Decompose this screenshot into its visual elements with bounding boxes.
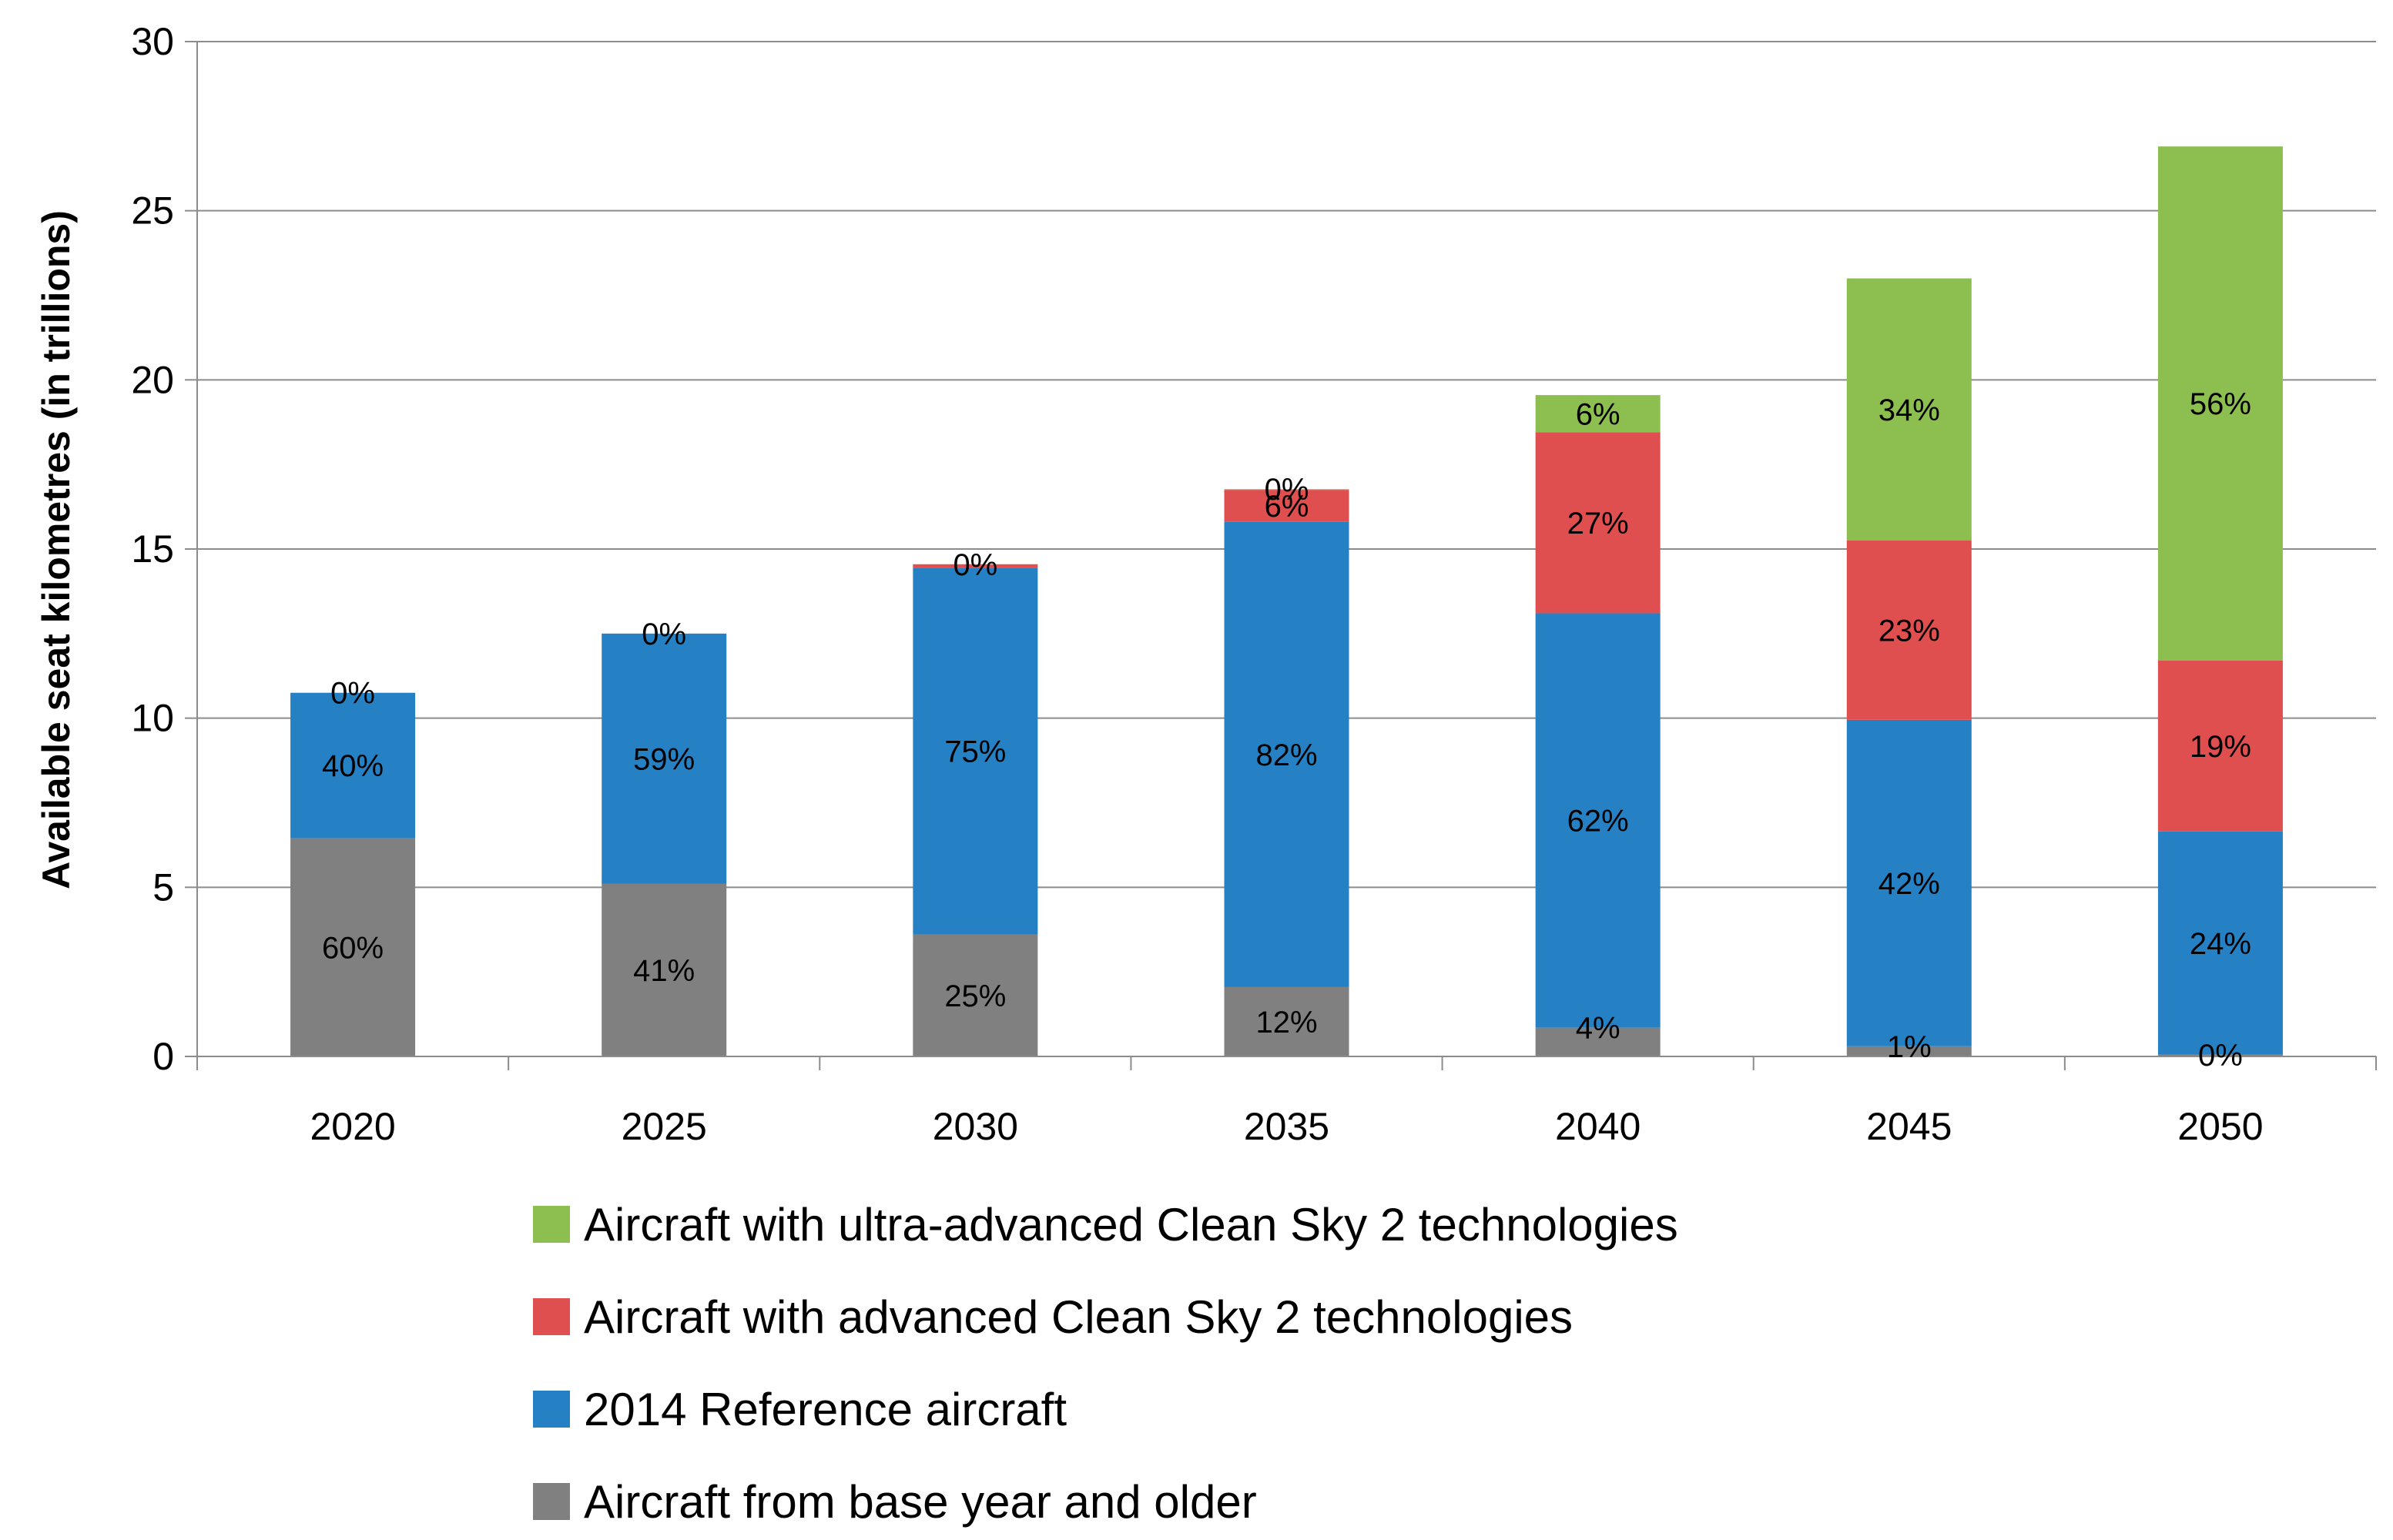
data-label: 0% — [642, 618, 686, 651]
data-label: 62% — [1567, 805, 1629, 839]
legend-swatch — [533, 1298, 570, 1335]
y-tick-label: 5 — [152, 865, 174, 909]
bar-segment — [1846, 1046, 1972, 1056]
bar-segment — [602, 883, 727, 1056]
data-label: 41% — [633, 954, 695, 988]
data-label: 23% — [1879, 614, 1940, 648]
data-label: 6% — [1576, 397, 1620, 431]
bar-segment — [290, 692, 416, 839]
bar-segment — [1224, 521, 1349, 987]
y-tick-label: 30 — [131, 20, 174, 63]
data-label: 0% — [953, 548, 997, 582]
bar-segment — [1846, 719, 1972, 1046]
legend: Aircraft with ultra-advanced Clean Sky 2… — [533, 1199, 1678, 1528]
bar-segment — [2157, 660, 2283, 832]
data-label: 75% — [944, 735, 1006, 769]
bar-segment — [1535, 395, 1661, 433]
data-label: 40% — [322, 749, 384, 783]
bar-segment — [1224, 986, 1349, 1056]
data-label: 4% — [1576, 1012, 1620, 1046]
bar-segment — [1535, 613, 1661, 1028]
bar-segment — [913, 567, 1038, 935]
legend-label: 2014 Reference aircraft — [584, 1384, 1067, 1435]
bar-segment — [1224, 489, 1349, 490]
data-label: 24% — [2190, 927, 2251, 961]
bar-segment — [913, 564, 1038, 568]
x-tick-label: 2020 — [310, 1105, 395, 1148]
legend-label: Aircraft with advanced Clean Sky 2 techn… — [584, 1291, 1573, 1343]
bar-segment — [2157, 1054, 2283, 1056]
legend-label: Aircraft from base year and older — [584, 1476, 1257, 1528]
data-label: 6% — [1265, 490, 1309, 524]
data-label: 19% — [2190, 730, 2251, 764]
bar-segment — [290, 838, 416, 1056]
data-label: 60% — [322, 931, 384, 965]
y-tick-label: 0 — [152, 1035, 174, 1078]
x-tick-label: 2050 — [2177, 1105, 2263, 1148]
data-label: 59% — [633, 742, 695, 776]
legend-swatch — [533, 1206, 570, 1243]
data-labels: 60%40%0%41%59%0%25%75%0%12%82%6%0%4%62%2… — [322, 387, 2251, 1073]
bar-segment — [1846, 541, 1972, 720]
bar-segment — [602, 633, 727, 884]
bar-segment — [1535, 1027, 1661, 1056]
x-tick-label: 2030 — [933, 1105, 1018, 1148]
bar-segment — [1535, 432, 1661, 614]
x-tick-label: 2035 — [1244, 1105, 1329, 1148]
y-tick-label: 10 — [131, 697, 174, 740]
bar-segment — [1224, 490, 1349, 522]
legend-swatch — [533, 1483, 570, 1520]
y-axis-title: Available seat kilometres (in trillions) — [35, 210, 78, 889]
bar-segment — [1846, 278, 1972, 541]
data-label: 27% — [1567, 507, 1629, 541]
y-tick-label: 20 — [131, 358, 174, 401]
bar-segment — [913, 934, 1038, 1056]
data-label: 82% — [1255, 738, 1317, 772]
data-label: 56% — [2190, 387, 2251, 421]
data-label: 0% — [330, 677, 375, 711]
data-label: 25% — [944, 979, 1006, 1013]
bar-segment — [2157, 831, 2283, 1055]
data-label: 12% — [1255, 1006, 1317, 1040]
x-tick-label: 2045 — [1866, 1105, 1952, 1148]
x-tick-label: 2040 — [1555, 1105, 1641, 1148]
data-label: 34% — [1879, 393, 1940, 427]
x-tick-label: 2025 — [622, 1105, 707, 1148]
legend-swatch — [533, 1391, 570, 1428]
data-label: 0% — [1265, 473, 1309, 507]
bar-segment — [2157, 146, 2283, 661]
bars — [290, 146, 2283, 1056]
y-tick-label: 15 — [131, 527, 174, 571]
legend-label: Aircraft with ultra-advanced Clean Sky 2… — [584, 1199, 1678, 1250]
data-label: 1% — [1887, 1030, 1932, 1064]
y-tick-label: 25 — [131, 189, 174, 233]
data-label: 42% — [1879, 867, 1940, 901]
data-label: 0% — [2198, 1039, 2243, 1073]
